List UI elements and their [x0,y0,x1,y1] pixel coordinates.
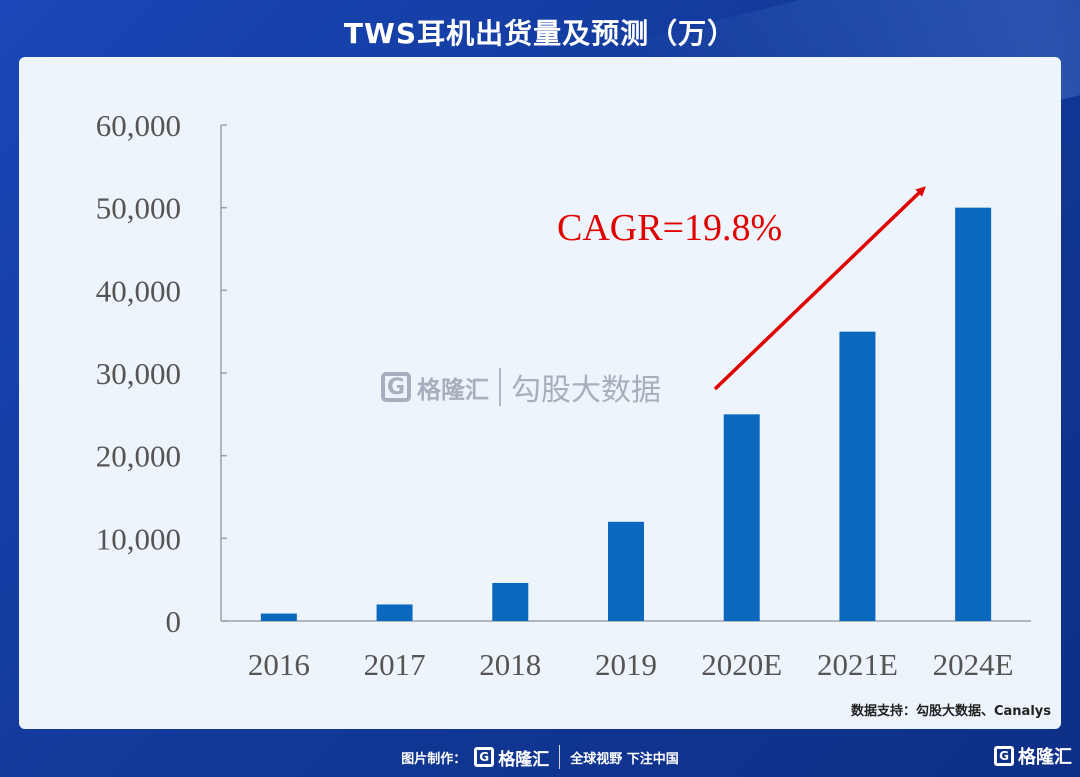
bar [723,414,760,621]
bar [955,207,992,621]
y-tick-label: 10,000 [96,521,181,556]
corner-logo: G 格隆汇 [994,743,1072,769]
y-tick-label: 0 [166,604,182,639]
bar [492,582,529,621]
watermark-divider [499,368,501,406]
corner-brand: 格隆汇 [1018,747,1072,768]
y-tick-label: 50,000 [96,191,181,226]
watermark-data-brand: 勾股大数据 [511,373,661,408]
y-tick-label: 30,000 [96,356,181,391]
bar [376,604,413,621]
chart-title: TWS耳机出货量及预测（万） [343,17,737,50]
bar [260,613,297,621]
y-tick-labels: 0 10,000 20,000 30,000 40,000 50,000 60,000 [96,108,227,639]
y-tick-label: 40,000 [96,273,181,308]
footer-slogan: 全球视野 下注中国 [570,751,679,767]
x-tick-label: 2024E [933,647,1014,682]
x-tick-label: 2021E [817,647,898,682]
footer-divider [559,745,561,769]
bar [608,521,644,621]
watermark-logo-icon: G [381,372,411,402]
cagr-arrow [713,186,926,391]
chart-panel: 0 10,000 20,000 30,000 40,000 50,000 60,000 20… [19,57,1061,729]
y-tick-label: 60,000 [96,108,181,143]
x-tick-label: 2020E [701,647,782,682]
x-tick-label: 2019 [595,647,657,682]
x-tick-label: 2017 [364,647,426,682]
x-tick-label: 2016 [248,647,310,682]
cagr-annotation: CAGR=19.8% [557,207,782,249]
watermark-brand: 格隆汇 [417,375,489,404]
bar-chart: 0 10,000 20,000 30,000 40,000 50,000 60,000 20… [96,108,1031,682]
footer-made-by-label: 图片制作： [401,751,467,767]
bars [260,207,992,621]
footer-brand: 格隆汇 [498,749,550,770]
footer-logo-icon: G [474,747,495,767]
footer: 图片制作： G 格隆汇 全球视野 下注中国 [0,737,1080,777]
watermark: G 格隆汇 勾股大数据 [381,365,661,409]
y-tick-label: 20,000 [96,439,181,474]
x-tick-label: 2018 [479,647,541,682]
x-tick-labels: 2016 2017 2018 2019 2020E 2021E 2024E [248,647,1014,682]
bar [839,331,876,621]
corner-logo-icon: G [994,746,1014,766]
data-source: 数据支持：勾股大数据、Canalys [850,704,1051,719]
